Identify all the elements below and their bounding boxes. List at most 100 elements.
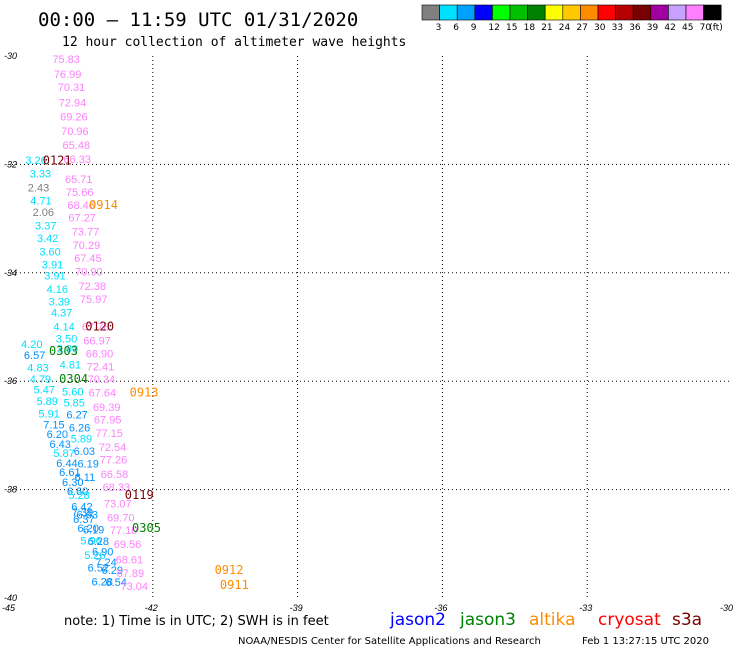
colorbar-label: 39	[647, 23, 659, 33]
wave-height-value: 7.15	[43, 419, 64, 431]
colorbar-label: 45	[682, 23, 693, 33]
wave-height-value: 75.83	[52, 54, 80, 66]
wave-height-value: 2.06	[33, 207, 54, 219]
wave-height-value: 6.54	[105, 577, 126, 589]
pass-time-label: 0305	[132, 521, 161, 535]
colorbar-swatch	[615, 4, 634, 21]
wave-height-value: 67.27	[68, 212, 96, 224]
wave-height-value: 6.30	[62, 477, 83, 489]
y-tick-label: -38	[4, 485, 17, 495]
wave-height-value: 68.61	[116, 554, 144, 566]
wave-height-value: 76.99	[54, 69, 82, 81]
wave-height-value: 4.20	[21, 339, 42, 351]
colorbar-label: 24	[559, 23, 571, 33]
wave-height-value: 6.42	[71, 502, 92, 514]
wave-height-value: 70.90	[75, 267, 103, 279]
wave-height-value: 68.33	[103, 482, 131, 494]
wave-height-value: 6.03	[74, 446, 95, 458]
wave-height-value: 5.96	[80, 535, 101, 547]
colorbar-label: 9	[471, 23, 477, 33]
colorbar-swatch	[562, 4, 581, 21]
wave-height-value: 5.28	[68, 490, 89, 502]
pass-time-label: 0303	[49, 344, 78, 358]
wave-height-value: 5.60	[62, 386, 83, 398]
wave-height-value: 4.71	[30, 196, 51, 208]
colorbar-swatch	[685, 4, 704, 21]
wave-height-value: 75.97	[80, 294, 108, 306]
wave-height-value: 70.29	[73, 240, 101, 252]
pass-time-label: 0120	[85, 319, 114, 333]
wave-height-value: 66.33	[64, 154, 92, 166]
wave-height-value: 77.10	[110, 525, 138, 537]
wave-height-value: 73.04	[120, 581, 148, 593]
wave-height-value: 3.91	[42, 259, 63, 271]
wave-height-value: 4.81	[60, 360, 81, 372]
wave-height-value: 3.60	[39, 246, 60, 258]
colorbar-swatch	[668, 4, 687, 21]
wave-height-value: 5.89	[71, 433, 92, 445]
wave-height-value: 69.70	[107, 513, 135, 525]
colorbar-swatch	[509, 4, 528, 21]
wave-height-value: 73.77	[72, 226, 100, 238]
wave-height-value: 66.58	[101, 469, 129, 481]
wave-height-value: 77.15	[95, 428, 123, 440]
colorbar-label: 18	[524, 23, 536, 33]
colorbar-label: 36	[629, 23, 641, 33]
wave-height-value: 6.11	[75, 472, 96, 484]
wave-height-value: 67.95	[94, 414, 122, 426]
wave-height-value: 3.33	[30, 168, 51, 180]
colorbar-unit: (ft)	[709, 23, 723, 33]
legend-item-jason2: jason2	[389, 610, 446, 630]
y-tick-label: -34	[4, 268, 17, 278]
colorbar-label: 3	[436, 23, 442, 33]
wave-height-value: 2.43	[28, 183, 49, 195]
y-tick-label: -32	[4, 159, 17, 169]
colorbar-swatch	[421, 4, 440, 21]
legend-item-jason3: jason3	[459, 610, 516, 630]
wave-height-value: 67.64	[89, 387, 117, 399]
wave-height-value: 4.14	[53, 321, 74, 333]
wave-height-value: 5.26	[84, 550, 105, 562]
wave-height-value: 3.50	[56, 334, 77, 346]
colorbar: 3 6 9 12 15 18 21 24 27 30 33 36 39 42 45 70(ft)	[421, 4, 723, 33]
colorbar-label: 30	[594, 23, 606, 33]
wave-height-value: 6.37	[73, 514, 94, 526]
x-tick-label: -36	[434, 603, 447, 613]
wave-height-value: 67.89	[117, 568, 145, 580]
colorbar-swatch	[527, 4, 546, 21]
wave-height-value: 5.87	[53, 448, 74, 460]
x-tick-label: -30	[720, 603, 733, 613]
legend-item-s3a: s3a	[672, 610, 702, 630]
wave-height-value: 6.28	[92, 577, 113, 589]
colorbar-swatch	[597, 4, 616, 21]
pass-time-label: 0911	[220, 578, 249, 592]
wave-height-value: 4.37	[51, 308, 72, 320]
colorbar-swatch	[703, 4, 722, 21]
colorbar-swatch	[650, 4, 669, 21]
wave-height-value: 66.90	[86, 348, 114, 360]
chart-title: 00:00 – 11:59 UTC 01/31/2020	[38, 9, 358, 31]
colorbar-label: 21	[541, 23, 552, 33]
wave-height-value: 72.41	[87, 361, 115, 373]
colorbar-label: 70	[700, 23, 712, 33]
wave-height-value: 65.48	[63, 140, 91, 152]
wave-height-value: 6.57	[24, 350, 45, 362]
wave-height-value: 67.45	[74, 253, 102, 265]
colorbar-swatch	[580, 4, 599, 21]
wave-height-value: 66.97	[83, 335, 111, 347]
wave-height-value: 69.26	[60, 111, 88, 123]
wave-height-value: 3.26	[25, 155, 46, 167]
pass-time-label: 0121	[43, 153, 72, 167]
wave-height-value: 6.29	[102, 565, 123, 577]
wave-height-value: 6.20	[78, 523, 99, 535]
wave-height-value: 70.31	[58, 82, 86, 94]
wave-height-value: 72.38	[78, 281, 106, 293]
pass-time-label: 0914	[89, 198, 118, 212]
wave-height-value: 7.39	[72, 507, 93, 519]
x-tick-label: -45	[2, 603, 16, 613]
wave-height-value: 77.26	[100, 455, 128, 467]
colorbar-label: 15	[506, 23, 517, 33]
wave-height-value: 7.24	[95, 557, 116, 569]
wave-height-value: 6.44	[56, 458, 77, 470]
